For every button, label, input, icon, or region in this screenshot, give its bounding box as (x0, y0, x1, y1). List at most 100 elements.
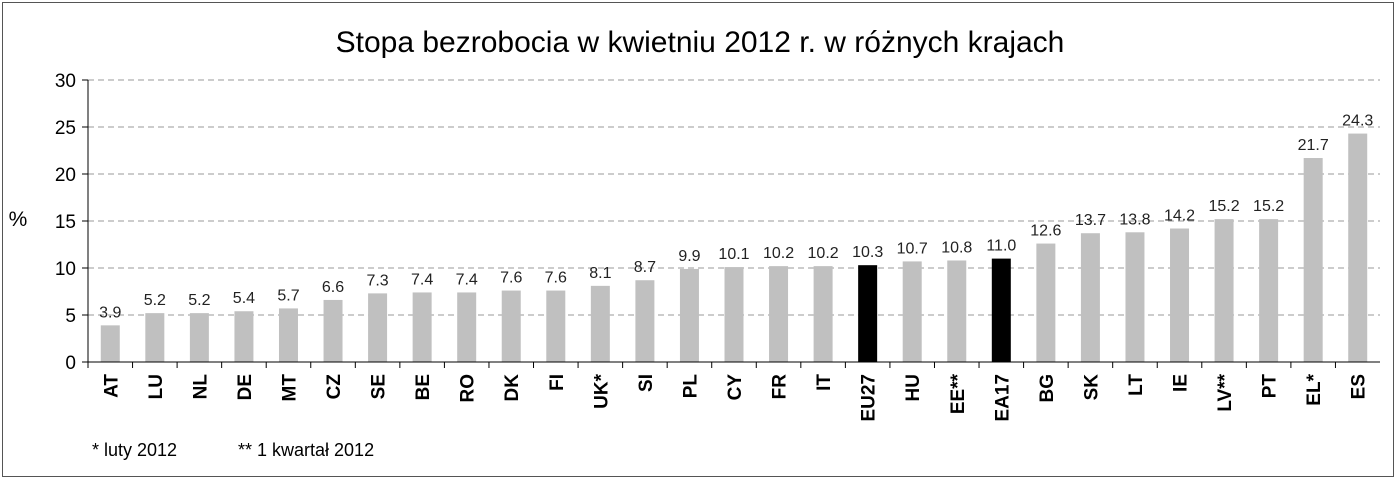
y-tick-label: 30 (55, 71, 76, 92)
bars (100, 133, 1368, 362)
category-label: NL (190, 374, 211, 400)
bar-at (100, 325, 120, 362)
data-label: 7.6 (500, 270, 522, 287)
data-label: 14.2 (1164, 208, 1195, 225)
data-label: 5.7 (277, 287, 299, 304)
data-labels: 3.9 5.2 5.2 5.4 5.7 6.6 7.3 7.4 7.4 7.6 7.6 8.1 8.7 9… (99, 113, 1373, 322)
category-label: PT (1260, 374, 1281, 399)
data-label: 10.2 (763, 245, 794, 262)
category-label: LT (1126, 374, 1147, 396)
data-label: 21.7 (1298, 137, 1329, 154)
data-label: 10.7 (897, 240, 928, 257)
category-label: EL* (1304, 373, 1325, 405)
data-label: 3.9 (99, 304, 121, 321)
bar-dk (501, 290, 521, 362)
category-label: SK (1081, 374, 1102, 401)
bar-it (813, 266, 833, 362)
category-label: EU27 (859, 374, 880, 422)
bar-de (234, 311, 254, 362)
bar-ee (947, 260, 967, 362)
bar-cy (724, 267, 744, 362)
bar-pl (679, 268, 699, 362)
bar-cz (323, 299, 343, 362)
category-label: MT (279, 374, 300, 402)
category-label: CZ (324, 374, 345, 400)
bar-si (635, 280, 655, 362)
category-label: DE (235, 374, 256, 400)
category-label: RO (458, 374, 479, 403)
category-label: LU (146, 374, 167, 399)
bar-mt (278, 308, 298, 362)
data-label: 13.8 (1119, 211, 1150, 228)
bar-ie (1170, 228, 1190, 362)
data-label: 10.1 (718, 246, 749, 263)
category-label: SE (369, 374, 390, 399)
y-tick-label: 5 (65, 306, 76, 327)
data-label: 5.2 (144, 292, 166, 309)
bar-lu (145, 313, 165, 362)
data-label: 15.2 (1208, 198, 1239, 215)
data-label: 11.0 (986, 238, 1016, 255)
category-label: LV** (1215, 373, 1236, 411)
bar-fi (546, 290, 566, 362)
category-label: HU (903, 374, 924, 401)
data-label: 24.3 (1342, 113, 1373, 130)
category-label: IE (1171, 374, 1192, 392)
bar-eu27 (858, 265, 878, 362)
y-axis-label: % (9, 208, 28, 231)
category-label: FI (547, 374, 568, 391)
category-label: EE** (948, 373, 969, 414)
category-label: PL (680, 374, 701, 399)
y-tick-label: 15 (55, 212, 76, 233)
data-label: 7.4 (411, 271, 433, 288)
category-label: ES (1349, 374, 1370, 399)
data-label: 7.6 (545, 270, 567, 287)
bar-be (412, 292, 432, 362)
category-label: CY (725, 374, 746, 401)
y-tick-label: 20 (55, 165, 76, 186)
data-label: 7.4 (456, 271, 478, 288)
category-label: BE (413, 374, 434, 400)
category-label: DK (502, 374, 523, 402)
data-label: 8.1 (589, 265, 611, 282)
data-label: 5.2 (188, 292, 210, 309)
y-tick-label: 25 (55, 118, 76, 139)
category-labels: AT LU NL DE MT CZ SE BE RO DK FI UK* SI PL CY FR IT EU27 H… (87, 362, 1370, 422)
y-tick-label: 10 (55, 259, 76, 280)
bar-bg (1036, 243, 1056, 362)
footnote-feb: * luty 2012 (92, 440, 177, 460)
data-label: 12.6 (1030, 223, 1061, 240)
data-label: 13.7 (1075, 212, 1106, 229)
category-label: AT (101, 374, 122, 398)
bar-pt (1259, 219, 1279, 362)
data-label: 10.2 (808, 245, 839, 262)
bar-sk (1080, 233, 1100, 362)
bar-ea17 (991, 258, 1011, 362)
bar-lv (1214, 219, 1234, 362)
category-label: EA17 (992, 374, 1013, 422)
category-label: FR (770, 374, 791, 400)
data-label: 10.3 (852, 244, 883, 261)
bar-ro (457, 292, 477, 362)
y-axis-ticks: 0 5 10 15 20 25 30 (55, 71, 88, 374)
bar-fr (769, 266, 789, 362)
category-label: SI (636, 374, 657, 392)
bar-es (1348, 133, 1368, 362)
bar-nl (189, 313, 209, 362)
bar-lt (1125, 232, 1145, 362)
category-label: BG (1037, 374, 1058, 403)
bar-el (1303, 158, 1323, 362)
data-label: 9.9 (678, 248, 700, 265)
data-label: 8.7 (634, 259, 656, 276)
category-label: UK* (591, 373, 612, 408)
chart-title: Stopa bezrobocia w kwietniu 2012 r. w ró… (336, 26, 1065, 59)
data-label: 6.6 (322, 279, 344, 296)
data-label: 10.8 (941, 239, 972, 256)
data-label: 7.3 (366, 272, 388, 289)
bar-uk (590, 285, 610, 362)
bar-se (368, 293, 388, 362)
y-tick-label: 0 (65, 353, 76, 374)
bar-hu (902, 261, 922, 362)
